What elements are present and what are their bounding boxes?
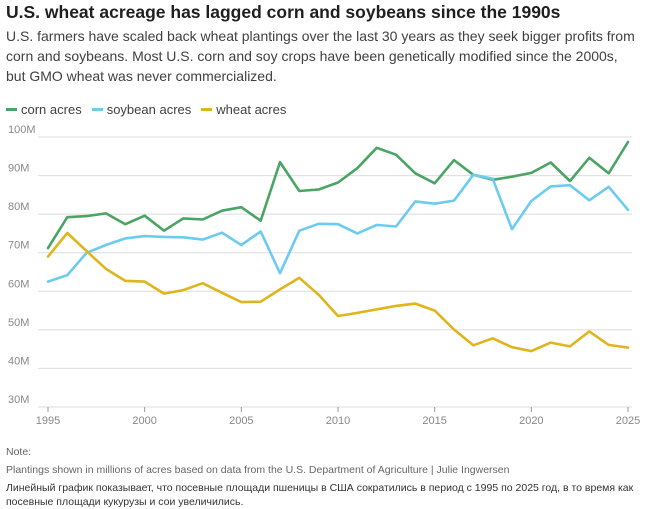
- y-tick-label: 80M: [8, 201, 29, 213]
- y-tick-label: 40M: [8, 355, 29, 367]
- legend: corn acres soybean acres wheat acres: [6, 102, 286, 117]
- x-axis-ticks: 1995 2000 2005 2010 2015 2020 2025: [36, 407, 640, 427]
- y-tick-label: 70M: [8, 240, 29, 252]
- y-tick-label: 30M: [8, 394, 29, 406]
- legend-item-soybean: soybean acres: [91, 102, 192, 117]
- legend-label-wheat: wheat acres: [216, 102, 287, 117]
- x-tick-label: 2025: [616, 415, 640, 427]
- y-tick-label: 60M: [8, 278, 29, 290]
- x-tick-label: 2015: [422, 415, 446, 427]
- legend-swatch-soybean: [91, 108, 103, 111]
- legend-item-corn: corn acres: [6, 102, 82, 117]
- y-tick-label: 90M: [8, 163, 29, 175]
- x-tick-label: 1995: [36, 415, 60, 427]
- caption-text: Линейный график показывает, что посевные…: [6, 482, 634, 508]
- chart-title: U.S. wheat acreage has lagged corn and s…: [6, 2, 561, 22]
- x-tick-label: 2020: [519, 415, 543, 427]
- grid-layer: [38, 136, 632, 408]
- x-tick-label: 2005: [229, 415, 253, 427]
- legend-swatch-wheat: [201, 108, 213, 111]
- legend-label-soybean: soybean acres: [106, 102, 192, 117]
- series-layer: [46, 140, 630, 353]
- chart-subtitle: U.S. farmers have scaled back wheat plan…: [6, 28, 635, 84]
- soybean-line: [46, 173, 630, 283]
- source-line: Plantings shown in millions of acres bas…: [6, 464, 510, 476]
- wheat-line: [46, 231, 630, 353]
- x-tick-label: 2010: [326, 415, 350, 427]
- y-tick-label: 100M: [8, 124, 36, 136]
- x-tick-label: 2000: [132, 415, 156, 427]
- corn-line: [46, 140, 630, 250]
- line-chart: 30M 40M 50M 60M 70M 80M 90M 100M 1995 2000 2005 20…: [8, 124, 640, 427]
- note-label: Note:: [6, 446, 32, 458]
- y-axis-ticks: 30M 40M 50M 60M 70M 80M 90M 100M: [8, 124, 36, 406]
- y-tick-label: 50M: [8, 317, 29, 329]
- legend-label-corn: corn acres: [21, 102, 82, 117]
- legend-item-wheat: wheat acres: [201, 102, 286, 117]
- legend-swatch-corn: [6, 108, 17, 111]
